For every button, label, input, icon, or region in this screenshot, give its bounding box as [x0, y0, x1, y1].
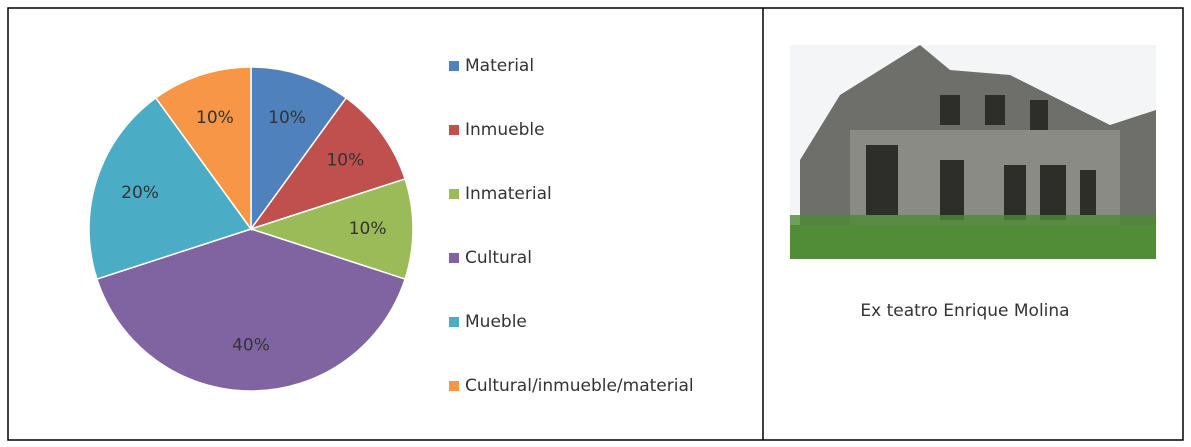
- legend-swatch: [449, 253, 459, 263]
- legend-label: Inmaterial: [465, 184, 552, 204]
- legend-label: Inmueble: [465, 120, 545, 140]
- page: Ex teatro Enrique Molina 10% 10% 10% 40% 20%…: [0, 0, 1191, 443]
- data-label: 10%: [349, 219, 387, 239]
- legend-swatch: [449, 189, 459, 199]
- photo: [790, 45, 1156, 259]
- data-label: 20%: [121, 183, 159, 203]
- data-label: 40%: [232, 336, 270, 356]
- legend-label: Cultural/inmueble/material: [465, 376, 694, 396]
- legend-swatch: [449, 125, 459, 135]
- legend-swatch: [449, 61, 459, 71]
- legend-label: Cultural: [465, 248, 532, 268]
- legend-swatch: [449, 381, 459, 391]
- legend-label: Mueble: [465, 312, 527, 332]
- data-label: 10%: [196, 108, 234, 128]
- legend-swatch: [449, 317, 459, 327]
- data-label: 10%: [268, 108, 306, 128]
- caption: Ex teatro Enrique Molina: [860, 301, 1069, 321]
- data-label: 10%: [326, 150, 364, 170]
- legend-label: Material: [465, 56, 534, 76]
